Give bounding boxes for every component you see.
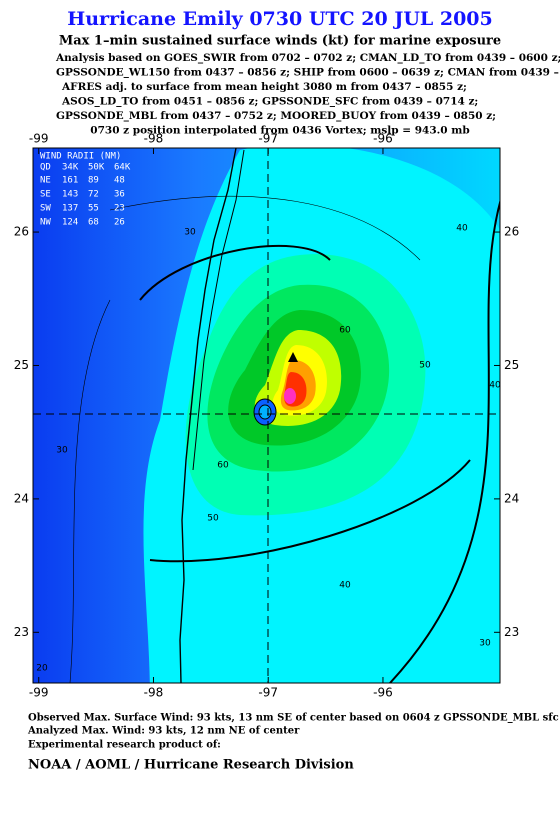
coastline bbox=[179, 148, 237, 683]
radii-cell: SE bbox=[40, 190, 51, 200]
radii-header: QD bbox=[40, 163, 51, 173]
radii-cell: 68 bbox=[88, 218, 99, 228]
contour-labels: 30 40 60 50 40 30 60 50 40 30 20 bbox=[36, 224, 501, 674]
contour-label: 30 bbox=[184, 228, 196, 238]
radii-cell: 36 bbox=[114, 190, 125, 200]
band-92 bbox=[284, 388, 296, 404]
radii-header: 64K bbox=[114, 163, 131, 173]
radii-title: WIND RADII (NM) bbox=[40, 152, 121, 162]
contour-label: 40 bbox=[489, 381, 501, 391]
analysis-line: Analysis based on GOES_SWIR from 0702 – … bbox=[55, 52, 560, 65]
contour-label: 40 bbox=[456, 224, 468, 234]
wind-field bbox=[33, 148, 500, 683]
y-tick-label: 25 bbox=[14, 358, 29, 372]
radii-header: 34K bbox=[62, 163, 79, 173]
contour-label: 50 bbox=[419, 361, 431, 371]
radii-cell: SW bbox=[40, 204, 51, 214]
product-note: Experimental research product of: bbox=[28, 740, 221, 751]
contour-label: 60 bbox=[217, 461, 229, 471]
x-tick-label: -98 bbox=[144, 686, 164, 700]
y-tick-label: 23 bbox=[504, 625, 519, 639]
x-tick-label: -97 bbox=[258, 132, 278, 146]
radii-cell: 143 bbox=[62, 190, 78, 200]
division: NOAA / AOML / Hurricane Research Divisio… bbox=[28, 758, 354, 773]
radii-cell: 161 bbox=[62, 176, 78, 186]
title: Hurricane Emily 0730 UTC 20 JUL 2005 bbox=[67, 8, 493, 30]
radii-cell: 26 bbox=[114, 218, 125, 228]
x-tick-label: -96 bbox=[373, 132, 393, 146]
y-tick-label: 24 bbox=[14, 491, 29, 505]
analysis-line: 0730 z position interpolated from 0436 V… bbox=[90, 125, 469, 137]
radii-cell: 137 bbox=[62, 204, 78, 214]
contour-label: 30 bbox=[479, 639, 491, 649]
y-tick-label: 24 bbox=[504, 491, 519, 505]
barrier-island bbox=[192, 149, 245, 471]
radii-cell: NE bbox=[40, 176, 51, 186]
contour-label: 50 bbox=[207, 514, 219, 524]
analyzed-max: Analyzed Max. Wind: 93 kts, 12 nm NE of … bbox=[27, 726, 300, 737]
x-tick-label: -96 bbox=[373, 686, 393, 700]
x-tick-label: -97 bbox=[258, 686, 278, 700]
observed-max: Observed Max. Surface Wind: 93 kts, 13 n… bbox=[28, 713, 560, 724]
x-tick-label: -98 bbox=[144, 132, 164, 146]
y-tick-label: 23 bbox=[14, 625, 29, 639]
y-tick-label: 25 bbox=[504, 358, 519, 372]
x-tick-label: -99 bbox=[29, 686, 49, 700]
radii-cell: 48 bbox=[114, 176, 125, 186]
contour-label: 40 bbox=[339, 581, 351, 591]
analysis-line: AFRES adj. to surface from mean height 3… bbox=[61, 81, 467, 93]
contour-label: 20 bbox=[36, 664, 48, 674]
axes: -99 -99 -98 -98 -97 -97 -96 -96 23 23 24 24 25 25 26 26 bbox=[14, 132, 520, 700]
eye-inner bbox=[258, 404, 272, 420]
radii-cell: 89 bbox=[88, 176, 99, 186]
y-tick-label: 26 bbox=[14, 225, 29, 239]
analysis-notes: Analysis based on GOES_SWIR from 0702 – … bbox=[55, 52, 560, 137]
x-tick-label: -99 bbox=[29, 132, 49, 146]
y-tick-label: 26 bbox=[504, 225, 519, 239]
plot-frame bbox=[32, 147, 501, 684]
radii-cell: 23 bbox=[114, 204, 125, 214]
wind-radii: WIND RADII (NM)QD 34K 50K 64K NE 161 89 48 SE 143… bbox=[40, 152, 131, 228]
contour-label: 60 bbox=[339, 326, 351, 336]
radii-cell: NW bbox=[40, 218, 51, 228]
max-wind-marker bbox=[288, 352, 298, 362]
analysis-line: ASOS_LD_TO from 0451 – 0856 z; GPSSONDE_… bbox=[61, 96, 478, 109]
radii-header: 50K bbox=[88, 163, 105, 173]
contour-label: 30 bbox=[56, 446, 68, 456]
radii-cell: 72 bbox=[88, 190, 99, 200]
radii-cell: 55 bbox=[88, 204, 99, 214]
analysis-line: GPSSONDE_MBL from 0437 – 0752 z; MOORED_… bbox=[56, 110, 496, 123]
subtitle: Max 1–min sustained surface winds (kt) f… bbox=[59, 34, 501, 49]
analysis-line: GPSSONDE_WL150 from 0437 – 0856 z; SHIP … bbox=[56, 67, 560, 80]
radii-cell: 124 bbox=[62, 218, 78, 228]
